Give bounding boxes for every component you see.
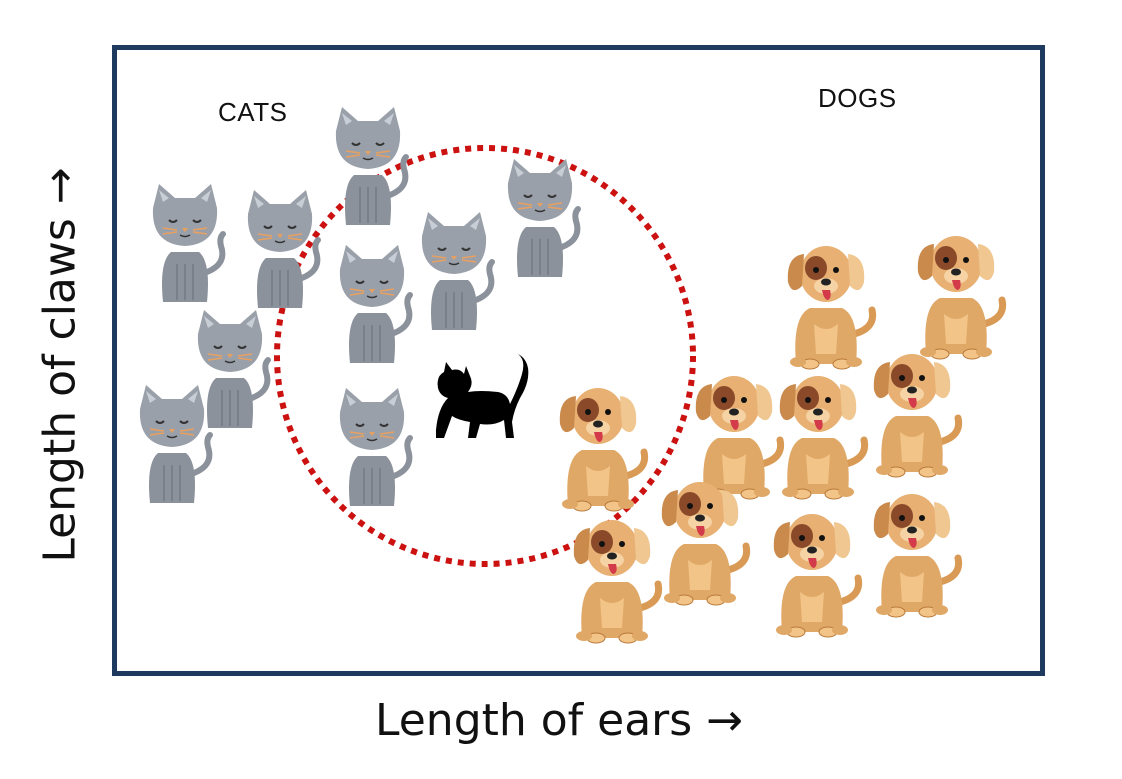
dog-point [774,514,859,637]
dog-point [788,246,873,369]
neighborhood-circle [274,145,696,567]
cat-point [153,184,223,302]
dog-point [874,354,959,477]
x-axis-label: Length of ears → [375,695,744,746]
dog-point [560,388,645,511]
cat-point [508,159,578,277]
dogs-group-label: DOGS [818,83,897,113]
cat-point [140,385,210,503]
y-axis-label: Length of claws → [34,167,86,563]
dog-point [696,376,781,499]
dog-point [662,482,747,605]
dog-point [574,520,659,643]
query-cat-silhouette [436,354,529,438]
dog-point [874,494,959,617]
dog-point [780,376,865,499]
cats-group-label: CATS [218,97,288,127]
dog-point [918,236,1003,359]
cat-point [340,245,410,363]
cat-point [422,212,492,330]
cat-point [198,310,268,428]
cat-point [248,190,318,308]
cat-point [340,388,410,506]
